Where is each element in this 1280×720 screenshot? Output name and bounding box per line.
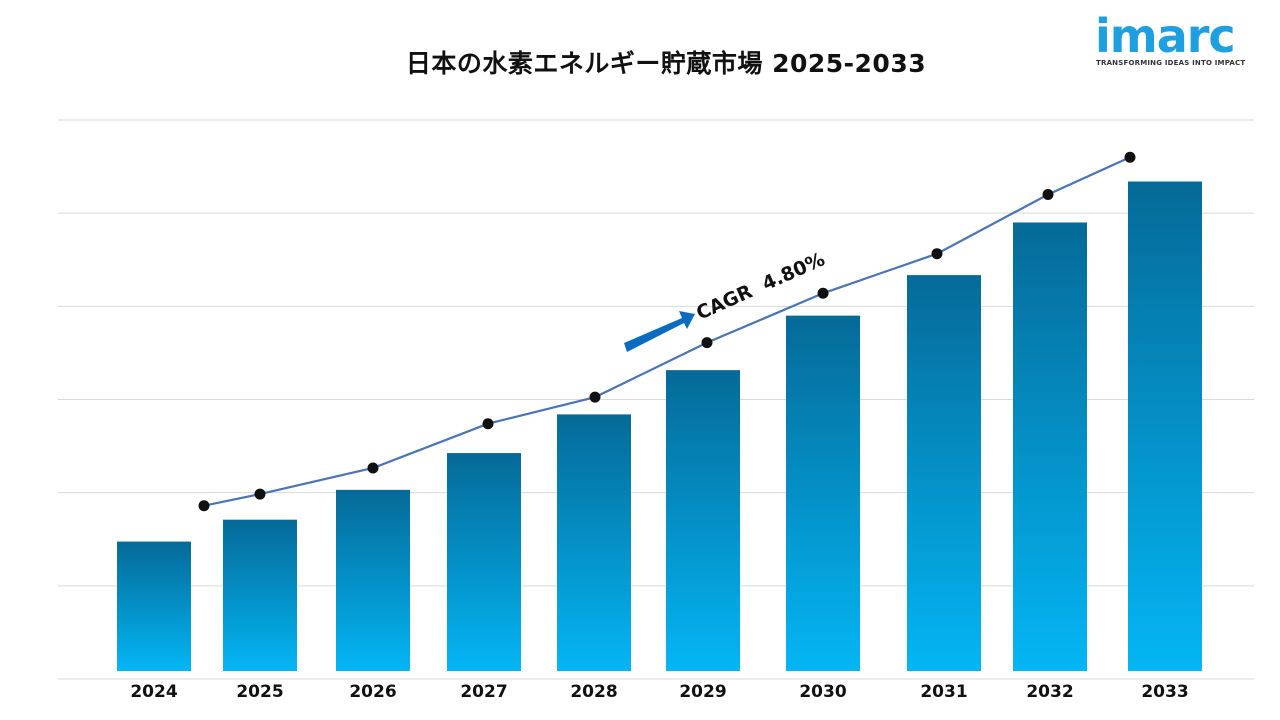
trend-marker-2032 xyxy=(1042,189,1054,201)
imarc-logo: imarc TRANSFORMING IDEAS INTO IMPACT xyxy=(1094,9,1245,74)
bar-2030 xyxy=(786,315,860,671)
bar-2027 xyxy=(447,453,521,671)
x-tick-label: 2029 xyxy=(679,682,726,702)
bar-2025 xyxy=(223,519,297,671)
x-tick-label: 2033 xyxy=(1141,682,1188,702)
x-axis-ticks: 2024 2025 2026 2027 2028 2029 2030 2031 2032 2033 xyxy=(130,682,1188,702)
trend-marker-2031 xyxy=(931,248,943,260)
logo-tagline: TRANSFORMING IDEAS INTO IMPACT xyxy=(1096,59,1246,67)
trend-marker-2026 xyxy=(367,462,379,474)
x-tick-label: 2024 xyxy=(130,682,177,702)
x-tick-label: 2028 xyxy=(570,682,617,702)
trend-marker-2025 xyxy=(254,488,266,500)
chart-title: 日本の水素エネルギー貯蔵市場 2025-2033 xyxy=(405,49,927,78)
trend-marker-2028 xyxy=(589,391,601,403)
bar-2032 xyxy=(1013,222,1087,671)
bars xyxy=(117,181,1202,672)
logo-wordmark: imarc xyxy=(1095,9,1236,63)
x-tick-label: 2031 xyxy=(920,682,967,702)
trend-marker-2027 xyxy=(482,418,494,430)
trend-markers xyxy=(198,151,1136,512)
x-tick-label: 2027 xyxy=(460,682,507,702)
trend-marker-2030 xyxy=(817,287,829,299)
cagr-arrow-icon xyxy=(624,311,695,352)
x-tick-label: 2030 xyxy=(799,682,846,702)
trend-marker-2033 xyxy=(1124,151,1136,163)
cagr-label: CAGR 4.80% xyxy=(693,248,828,324)
x-tick-label: 2026 xyxy=(349,682,396,702)
bar-2028 xyxy=(557,414,631,671)
bar-2029 xyxy=(666,370,740,671)
bar-2026 xyxy=(336,489,410,671)
trend-marker-2029 xyxy=(701,337,713,349)
bar-2031 xyxy=(907,275,981,671)
bar-2024 xyxy=(117,541,191,671)
x-tick-label: 2032 xyxy=(1026,682,1073,702)
x-tick-label: 2025 xyxy=(236,682,283,702)
trend-marker-2024 xyxy=(198,500,210,512)
trend-line xyxy=(203,156,1131,507)
bar-2033 xyxy=(1128,181,1202,672)
